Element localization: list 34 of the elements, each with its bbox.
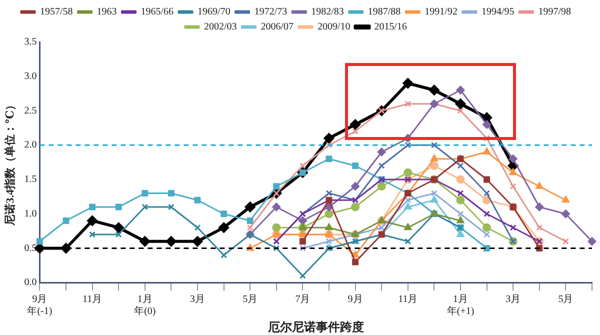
x-tick-label: 1月年(0) — [134, 294, 156, 318]
x-tick-label: 7月 — [295, 294, 310, 306]
legend-label: 2002/03 — [204, 22, 237, 33]
y-tick-label: 2.0 — [24, 140, 37, 151]
x-tick-label: 9月年(-1) — [27, 294, 52, 318]
x-tick-label: 11月 — [82, 294, 102, 306]
legend-label: 1969/70 — [198, 6, 230, 18]
y-tick-label: 3.5 — [24, 36, 37, 48]
legend-label: 1994/95 — [481, 6, 514, 18]
y-tick-label: 0.0 — [24, 277, 37, 288]
y-tick-label: 1.5 — [24, 174, 37, 186]
y-tick-label: 2.5 — [24, 105, 37, 116]
y-axis-title: 尼诺3.4指数（单位：℃） — [3, 99, 16, 226]
legend-label: 2006/07 — [260, 22, 294, 33]
legend-label: 1963 — [96, 6, 117, 18]
y-tick-label: 1.0 — [24, 208, 37, 220]
x-tick-label: 3月 — [506, 294, 521, 306]
x-axis-title: 厄尔尼诺事件跨度 — [266, 320, 364, 334]
legend-label: 2009/10 — [318, 22, 350, 33]
x-tick-label: 1月年(+1) — [446, 294, 474, 318]
x-tick-label: 11月 — [398, 294, 418, 306]
x-tick-label: 5月 — [242, 294, 258, 306]
legend-label: 1991/92 — [424, 6, 458, 18]
legend-label: 1965/66 — [140, 6, 174, 18]
x-tick-label: 9月 — [348, 294, 363, 306]
legend-label: 1982/83 — [311, 6, 344, 18]
legend-label: 1957/58 — [40, 6, 73, 18]
x-tick-label: 5月 — [558, 294, 574, 306]
legend-label: 1972/73 — [254, 6, 288, 18]
legend-label: 2015/16 — [374, 22, 408, 33]
y-tick-label: 3.0 — [24, 70, 37, 82]
x-tick-label: 3月 — [190, 294, 205, 306]
legend-label: 1987/88 — [368, 6, 401, 18]
legend-label: 1997/98 — [538, 6, 572, 18]
